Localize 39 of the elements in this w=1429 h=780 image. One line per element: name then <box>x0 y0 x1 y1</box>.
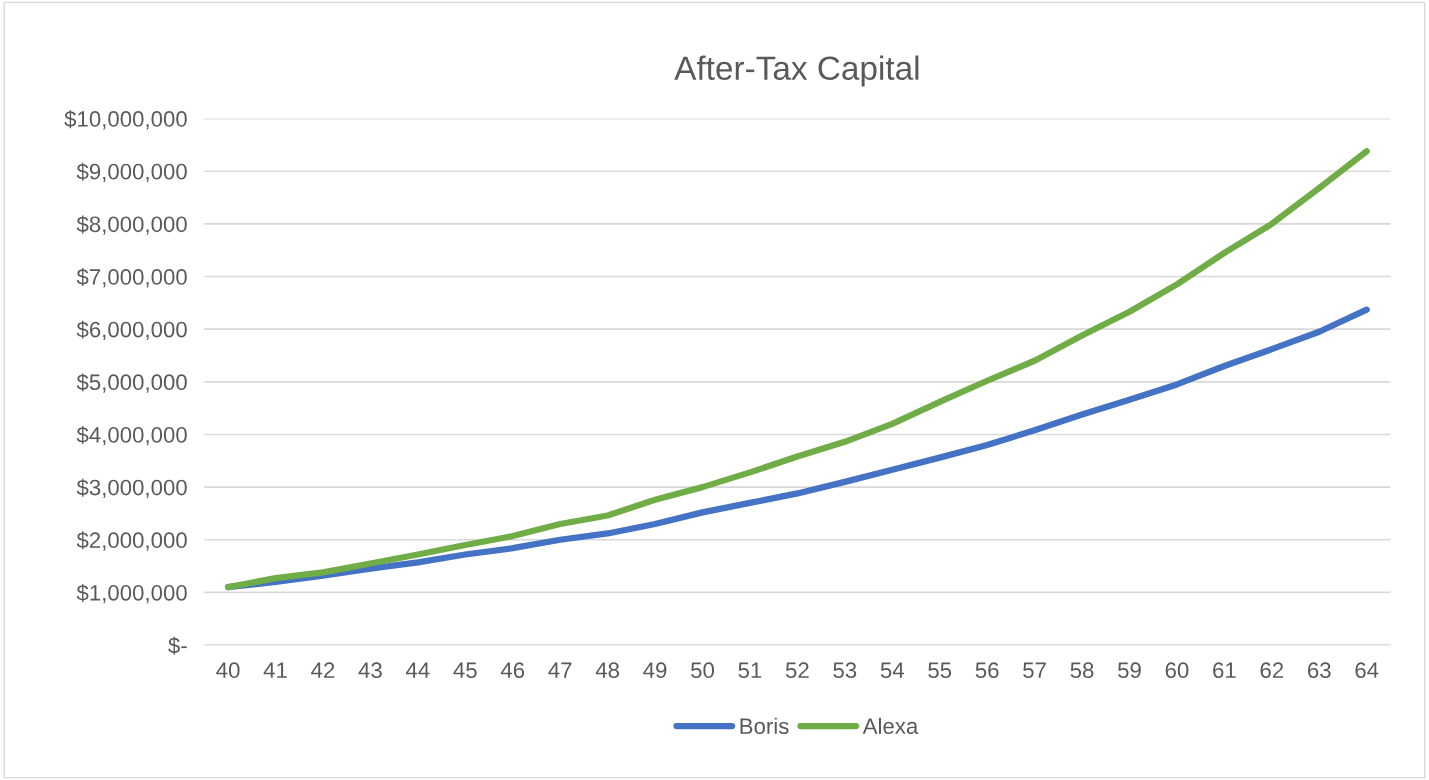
x-tick-label: 50 <box>691 662 714 679</box>
x-tick-label: 47 <box>548 662 572 678</box>
x-tick-label: 58 <box>1070 662 1094 679</box>
legend-label: Boris <box>740 717 789 735</box>
x-tick-label: 59 <box>1118 662 1141 679</box>
x-tick-label: 57 <box>1023 662 1046 679</box>
y-tick-label: $8,000,000 <box>76 215 187 235</box>
x-tick-label: 46 <box>500 662 525 679</box>
x-tick-label: 44 <box>405 662 430 678</box>
x-tick-label: 53 <box>833 662 857 679</box>
y-tick-label: $9,000,000 <box>76 162 187 183</box>
y-tick-label: $6,000,000 <box>76 320 187 341</box>
x-tick-label: 41 <box>263 662 287 678</box>
x-tick-label: 49 <box>643 662 667 679</box>
x-tick-label: 61 <box>1213 662 1236 679</box>
legend-label: Alexa <box>862 717 919 735</box>
y-tick-label: $1,000,000 <box>76 584 187 604</box>
y-tick-label: $5,000,000 <box>76 373 187 393</box>
x-tick-label: 40 <box>216 662 240 679</box>
x-tick-label: 56 <box>975 662 999 679</box>
x-tick-label: 51 <box>738 662 762 679</box>
chart-title: After-Tax Capital <box>674 55 919 87</box>
y-tick-label: $4,000,000 <box>76 426 187 446</box>
x-tick-label: 45 <box>453 662 477 679</box>
x-tick-label: 48 <box>595 662 619 679</box>
y-tick-label: $10,000,000 <box>64 110 187 130</box>
x-tick-label: 43 <box>358 662 382 679</box>
x-tick-label: 63 <box>1308 662 1331 679</box>
x-tick-label: 64 <box>1355 662 1379 679</box>
y-tick-label: $2,000,000 <box>76 531 187 551</box>
x-tick-label: 55 <box>928 662 952 679</box>
x-tick-label: 60 <box>1165 662 1189 679</box>
x-tick-label: 42 <box>311 662 335 678</box>
y-tick-label: $7,000,000 <box>76 268 187 288</box>
x-tick-label: 62 <box>1260 662 1284 679</box>
y-tick-label: $- <box>168 636 187 655</box>
x-tick-label: 54 <box>880 662 904 679</box>
y-tick-label: $3,000,000 <box>76 478 187 499</box>
x-tick-label: 52 <box>785 662 809 679</box>
